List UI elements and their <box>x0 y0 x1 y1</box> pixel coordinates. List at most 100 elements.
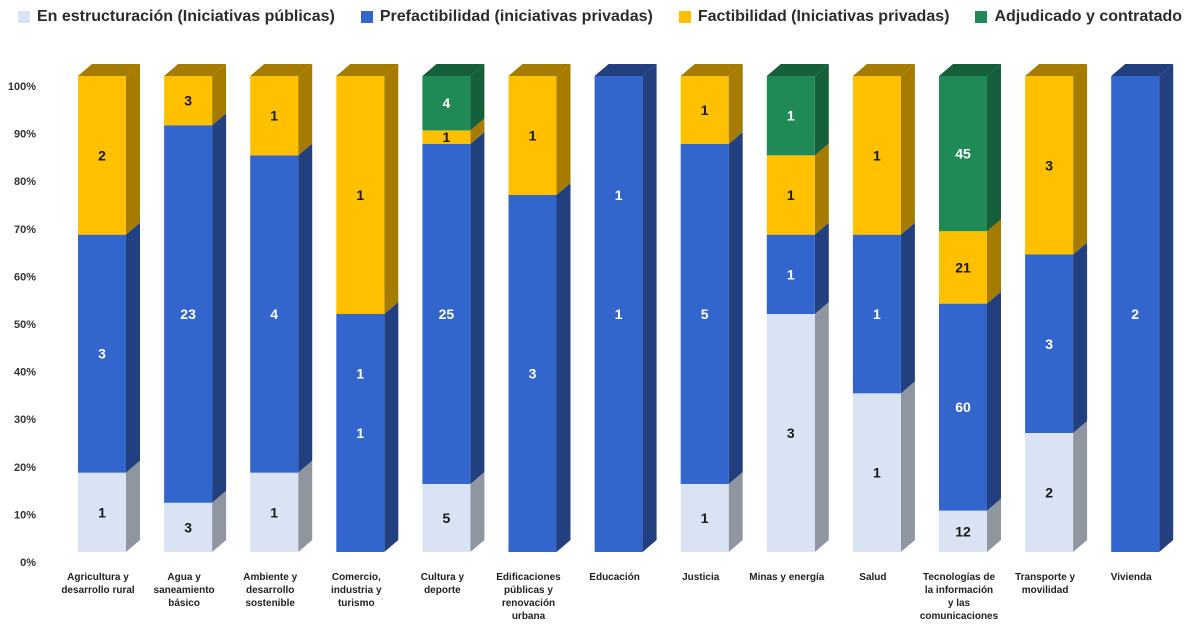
x-tick-label: Minas y energía <box>749 572 824 583</box>
bar-segment-side <box>814 222 829 314</box>
bar-segment <box>939 510 987 552</box>
bar-segment <box>939 303 987 511</box>
bar-top-face <box>766 64 829 76</box>
x-tick-label: Agua y saneamiento básico <box>154 572 215 609</box>
bar-segment <box>164 76 213 126</box>
y-tick-label: 0% <box>20 557 36 569</box>
bar-segment <box>78 76 126 235</box>
legend-label: En estructuración (Iniciativas públicas) <box>36 8 335 25</box>
data-label: 1 <box>787 266 795 282</box>
bar-top-face <box>594 64 657 76</box>
data-label: 45 <box>955 146 971 162</box>
bar-segment-side <box>814 64 829 156</box>
legend-label: Factibilidad (Iniciativas privadas) <box>697 8 950 25</box>
bar-segment <box>336 76 385 314</box>
bar-segment <box>852 393 901 552</box>
bar-segment <box>939 76 987 232</box>
bar-segment-side <box>814 143 829 235</box>
data-label: 4 <box>270 306 278 322</box>
bar-segment-side <box>728 64 743 144</box>
bar-segment <box>250 472 299 552</box>
bar-segment-side <box>556 183 571 552</box>
bar-segment <box>336 314 385 552</box>
bar-segment <box>680 484 729 552</box>
bar-segment-side <box>987 291 1001 511</box>
bar-segment <box>852 76 901 235</box>
bar-top-face <box>422 64 485 76</box>
x-tick-label: Educación <box>589 572 640 583</box>
data-label: 1 <box>270 108 278 124</box>
bar-segment-side <box>1073 64 1088 255</box>
bar-segment-side <box>126 64 140 235</box>
bar-segment-side <box>1159 64 1174 552</box>
legend-label: Adjudicado y contratado <box>994 8 1183 25</box>
legend-swatch <box>975 11 988 23</box>
data-label: 23 <box>180 306 196 322</box>
data-label: 1 <box>873 465 881 481</box>
data-label: 25 <box>439 306 455 322</box>
x-tick-label: Agricultura y desarrollo rural <box>61 572 135 596</box>
data-label: 3 <box>1045 157 1053 173</box>
legend-swatch <box>678 11 691 23</box>
data-label: 1 <box>701 102 709 118</box>
legend-swatch <box>360 11 373 23</box>
legend-item: Factibilidad (Iniciativas privadas) <box>678 8 950 26</box>
data-label: 1 <box>98 504 106 520</box>
bar-top-face <box>250 64 313 76</box>
bar-segment-side <box>212 113 227 503</box>
bar-segment-side <box>900 64 915 235</box>
bar-segment <box>939 231 987 304</box>
data-label: 1 <box>787 187 795 203</box>
data-label: 1 <box>270 504 278 520</box>
data-label: 1 <box>873 147 881 163</box>
bar-segment-side <box>987 219 1001 304</box>
bar-segment-side <box>556 64 571 195</box>
data-label: 1 <box>529 128 537 144</box>
bar-top-face <box>336 64 399 76</box>
bar-segment-side <box>470 118 485 144</box>
bar-segment <box>422 130 471 144</box>
x-tick-label: Transporte y movilidad <box>1015 572 1075 596</box>
data-label: 1 <box>787 108 795 124</box>
bar-segment-side <box>212 64 227 126</box>
bar-top-face <box>680 64 743 76</box>
bar-segment-side <box>384 302 399 552</box>
data-label: 3 <box>529 366 537 382</box>
bar-segment-side <box>814 302 829 552</box>
bar-segment <box>422 484 471 552</box>
bar-segment <box>766 314 815 552</box>
y-tick-label: 90% <box>14 129 36 141</box>
bar-segment-side <box>1073 421 1088 552</box>
bar-segment <box>78 234 126 473</box>
data-label: 2 <box>98 147 106 163</box>
y-tick-label: 60% <box>14 271 36 283</box>
bar-segment <box>164 125 213 503</box>
bar-segment-side <box>728 132 743 484</box>
bar-segment <box>594 76 643 552</box>
bar-top-face <box>852 64 915 76</box>
y-tick-label: 80% <box>14 176 36 188</box>
bar-segment <box>422 76 471 131</box>
data-label: 1 <box>356 187 364 203</box>
data-label: 1 <box>443 129 451 145</box>
bar-segment <box>766 155 815 235</box>
bar-segment <box>1111 76 1160 552</box>
bar-segment <box>250 76 299 156</box>
bar-segment <box>250 155 299 473</box>
bar-segment-side <box>1073 242 1088 433</box>
data-label: 3 <box>184 93 192 109</box>
bar-segment-side <box>298 143 313 473</box>
bar-segment <box>1025 76 1074 255</box>
x-tick-label: Comercio, industria y turismo <box>331 572 382 609</box>
bar-segment <box>680 144 729 484</box>
x-tick-label: Cultura y deporte <box>421 572 465 596</box>
bar-segment-side <box>126 222 140 473</box>
y-tick-label: 100% <box>8 81 36 93</box>
bar-segment-side <box>900 381 915 552</box>
bar-segment-side <box>298 460 313 552</box>
y-tick-label: 20% <box>14 462 36 474</box>
data-label: 1 <box>615 306 623 322</box>
x-tick-label: Ambiente y desarrollo sostenible <box>243 572 297 609</box>
x-tick-label: Justicia <box>682 572 720 583</box>
